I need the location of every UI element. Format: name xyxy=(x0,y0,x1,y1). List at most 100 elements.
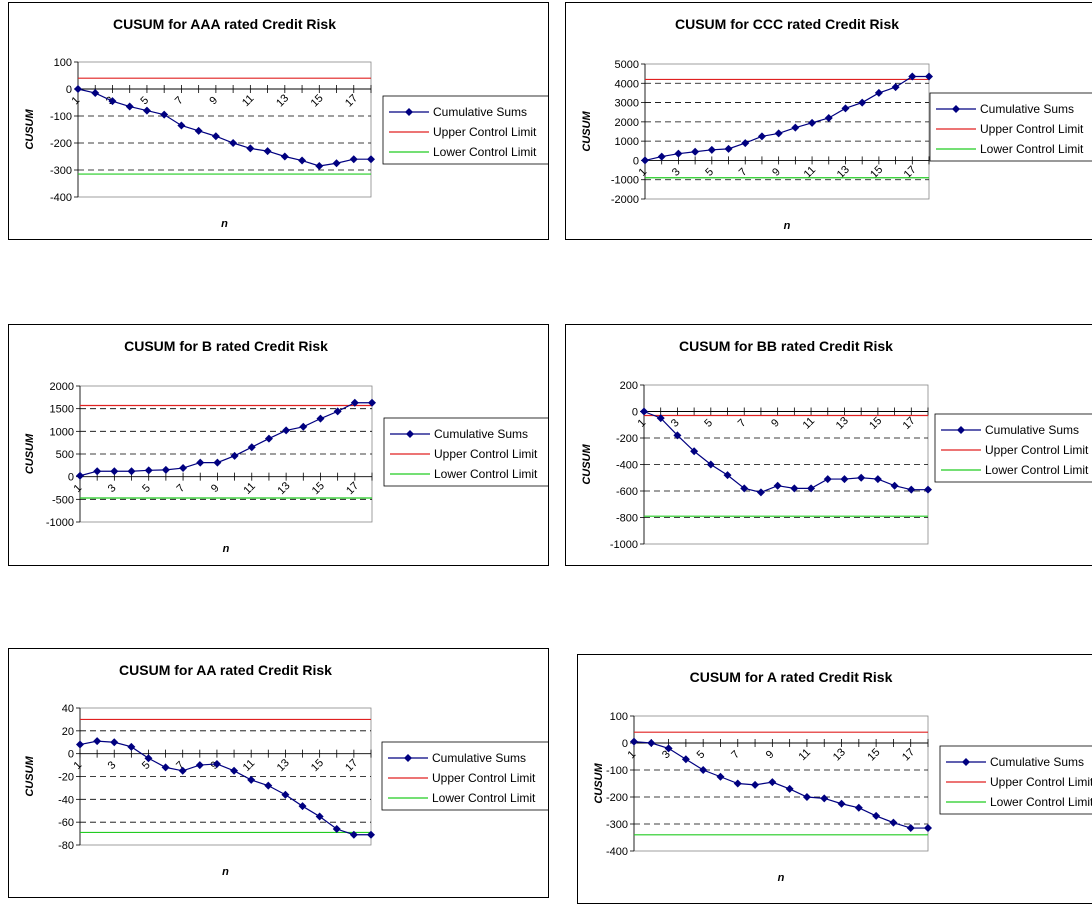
y-tick-label: -600 xyxy=(616,486,638,498)
plot-area xyxy=(633,715,929,852)
y-tick-label: -200 xyxy=(616,433,638,445)
cusum-point xyxy=(872,811,881,820)
y-tick-label: 40 xyxy=(62,703,74,715)
chart-svg: CUSUM for B rated Credit Risk 2000 1500 100… xyxy=(24,338,548,555)
legend-marker xyxy=(952,105,960,113)
chart-a: CUSUM for A rated Credit Risk 100 0 -100 -20… xyxy=(577,654,1092,904)
cusum-point xyxy=(196,458,205,467)
y-tick-label: 2000 xyxy=(615,117,639,129)
legend-box xyxy=(934,413,1092,483)
cusum-point xyxy=(144,754,153,763)
cusum-point xyxy=(368,398,376,407)
cusum-point xyxy=(673,431,682,440)
cusum-point xyxy=(657,152,666,161)
legend-ucl-label: Upper Control Limit xyxy=(433,125,537,139)
y-tick-label: -40 xyxy=(58,794,74,806)
cusum-point xyxy=(332,159,341,168)
y-axis-label: CUSUM xyxy=(24,433,36,474)
cusum-point xyxy=(177,121,186,130)
y-tick-label: 0 xyxy=(622,738,628,750)
y-tick-label: 0 xyxy=(68,472,74,484)
y-axis-label: CUSUM xyxy=(24,109,36,150)
chart-title: CUSUM for BB rated Credit Risk xyxy=(679,338,893,354)
legend-cusum-label: Cumulative Sums xyxy=(434,427,528,441)
cusum-point xyxy=(924,485,932,494)
cusum-point xyxy=(724,144,733,153)
x-axis-label: n xyxy=(784,220,791,232)
cusum-point xyxy=(108,97,117,106)
cusum-point xyxy=(315,161,324,170)
y-tick-label: -1000 xyxy=(611,175,639,187)
cusum-point xyxy=(741,139,750,148)
cusum-point xyxy=(857,473,866,482)
y-tick-label: 1500 xyxy=(50,404,74,416)
chart-aaa: CUSUM for AAA rated Credit Risk 100 0 -100 -… xyxy=(8,2,549,240)
cusum-point xyxy=(656,414,665,423)
y-tick-label: 2000 xyxy=(50,381,74,393)
legend-cusum-label: Cumulative Sums xyxy=(432,751,526,765)
y-tick-label: 1000 xyxy=(615,136,639,148)
legend-box xyxy=(939,745,1092,815)
legend-ucl-label: Upper Control Limit xyxy=(980,122,1084,136)
cusum-point xyxy=(664,744,673,753)
cusum-point xyxy=(367,155,375,164)
cusum-point xyxy=(264,781,273,790)
y-tick-label: -300 xyxy=(50,165,72,177)
cusum-point xyxy=(142,106,151,115)
cusum-point xyxy=(230,451,239,460)
cusum-point xyxy=(316,414,325,423)
cusum-point xyxy=(908,72,917,81)
y-tick-label: 1000 xyxy=(50,426,74,438)
cusum-point xyxy=(315,812,324,821)
cusum-point xyxy=(350,398,359,407)
legend: Cumulative Sums Upper Control Limit Lower … xyxy=(381,741,548,811)
cusum-point xyxy=(733,779,742,788)
chart-bb: CUSUM for BB rated Credit Risk 200 0 -200 -4… xyxy=(565,324,1092,566)
cusum-point xyxy=(740,484,749,493)
cusum-point xyxy=(716,772,725,781)
cusum-point xyxy=(247,775,256,784)
y-tick-label: -1000 xyxy=(610,539,638,551)
y-tick-label: -200 xyxy=(606,792,628,804)
cusum-point xyxy=(925,72,933,81)
cusum-point xyxy=(298,156,307,165)
cusum-point xyxy=(93,737,102,746)
chart-svg: CUSUM for AA rated Credit Risk 40 20 0 -20 -4… xyxy=(24,662,548,878)
cusum-point xyxy=(298,802,307,811)
legend-lcl-label: Lower Control Limit xyxy=(432,791,536,805)
cusum-point xyxy=(690,447,699,456)
cusum-point xyxy=(349,830,358,839)
cusum-point xyxy=(723,471,732,480)
chart-svg: CUSUM for CCC rated Credit Risk 5000 4000 3… xyxy=(581,16,1092,232)
chart-title: CUSUM for B rated Credit Risk xyxy=(124,338,328,354)
cusum-series-line xyxy=(633,741,928,829)
y-tick-label: 20 xyxy=(62,726,74,738)
legend-cusum-label: Cumulative Sums xyxy=(985,423,1079,437)
cusum-point xyxy=(264,434,273,443)
y-axis-label: CUSUM xyxy=(24,756,36,797)
legend-marker xyxy=(957,426,965,434)
cusum-point xyxy=(282,426,291,435)
cusum-point xyxy=(824,114,833,122)
cusum-point xyxy=(212,759,221,768)
y-axis-label: CUSUM xyxy=(581,111,593,152)
cusum-point xyxy=(699,766,708,774)
y-tick-label: -400 xyxy=(606,846,628,858)
y-tick-label: 100 xyxy=(54,57,72,69)
y-tick-label: 200 xyxy=(620,380,638,392)
y-tick-label: -60 xyxy=(58,817,74,829)
cusum-point xyxy=(91,89,100,98)
y-tick-label: -1000 xyxy=(46,517,74,529)
chart-title: CUSUM for CCC rated Credit Risk xyxy=(675,16,899,32)
legend-marker xyxy=(405,108,413,116)
chart-svg: CUSUM for BB rated Credit Risk 200 0 -200 -4… xyxy=(581,338,1092,551)
y-tick-label: -100 xyxy=(50,111,72,123)
y-tick-label: 0 xyxy=(632,407,638,419)
cusum-point xyxy=(299,422,308,431)
chart-svg: CUSUM for A rated Credit Risk 100 0 -100 -20… xyxy=(593,669,1092,884)
cusum-point xyxy=(229,139,238,147)
chart-title: CUSUM for AA rated Credit Risk xyxy=(119,662,332,678)
y-tick-label: -100 xyxy=(606,765,628,777)
cusum-point xyxy=(161,465,170,474)
y-tick-label: 5000 xyxy=(615,59,639,71)
